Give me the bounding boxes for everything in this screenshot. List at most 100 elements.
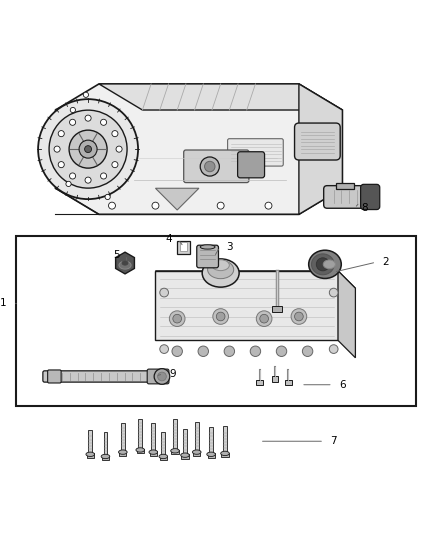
Bar: [285, 379, 292, 385]
Ellipse shape: [212, 260, 230, 271]
Circle shape: [69, 130, 107, 168]
Circle shape: [291, 309, 307, 324]
Circle shape: [213, 309, 229, 324]
Circle shape: [85, 115, 91, 121]
Ellipse shape: [309, 250, 341, 278]
Circle shape: [101, 119, 106, 125]
Bar: [272, 305, 283, 312]
Polygon shape: [56, 84, 343, 214]
Ellipse shape: [119, 261, 131, 269]
Bar: [209, 427, 213, 454]
Circle shape: [276, 346, 287, 357]
Circle shape: [101, 173, 106, 179]
FancyBboxPatch shape: [43, 371, 168, 382]
Bar: [16, 236, 416, 406]
Circle shape: [224, 346, 235, 357]
FancyBboxPatch shape: [237, 152, 265, 178]
Circle shape: [85, 146, 92, 152]
Circle shape: [158, 372, 166, 381]
Bar: [193, 451, 200, 456]
Circle shape: [105, 195, 110, 199]
Circle shape: [198, 346, 208, 357]
Ellipse shape: [159, 454, 168, 458]
Ellipse shape: [86, 452, 95, 456]
Circle shape: [85, 177, 91, 183]
Text: 4: 4: [165, 234, 172, 244]
FancyBboxPatch shape: [147, 369, 169, 384]
Circle shape: [152, 202, 159, 209]
Text: 2: 2: [382, 257, 389, 267]
Circle shape: [329, 345, 338, 353]
Bar: [222, 453, 229, 457]
Ellipse shape: [323, 260, 336, 269]
Bar: [119, 451, 127, 456]
Circle shape: [256, 311, 272, 327]
Circle shape: [250, 346, 261, 357]
Circle shape: [172, 346, 182, 357]
Polygon shape: [336, 183, 354, 189]
FancyBboxPatch shape: [197, 245, 219, 268]
FancyBboxPatch shape: [294, 123, 340, 160]
Circle shape: [170, 311, 185, 327]
Bar: [150, 451, 157, 456]
Bar: [272, 376, 279, 382]
FancyBboxPatch shape: [228, 139, 283, 166]
Bar: [256, 379, 263, 385]
Circle shape: [154, 369, 170, 384]
Circle shape: [173, 314, 181, 323]
Text: 6: 6: [339, 379, 346, 390]
Circle shape: [205, 161, 215, 172]
Bar: [172, 450, 179, 454]
Circle shape: [70, 119, 76, 125]
Bar: [180, 242, 187, 251]
Bar: [102, 456, 109, 460]
Circle shape: [79, 140, 97, 158]
Ellipse shape: [171, 449, 179, 453]
Circle shape: [302, 346, 313, 357]
Circle shape: [58, 161, 64, 168]
Circle shape: [70, 108, 75, 112]
Text: 1: 1: [0, 298, 7, 309]
Bar: [121, 423, 125, 451]
Text: 9: 9: [170, 369, 176, 379]
Bar: [181, 454, 188, 458]
Text: 3: 3: [226, 242, 233, 252]
Circle shape: [66, 181, 71, 187]
Circle shape: [58, 131, 64, 136]
FancyBboxPatch shape: [324, 185, 367, 208]
Ellipse shape: [200, 245, 215, 249]
Ellipse shape: [149, 450, 158, 454]
Bar: [160, 456, 167, 460]
Ellipse shape: [122, 261, 128, 265]
Circle shape: [260, 314, 268, 323]
Circle shape: [38, 99, 138, 199]
Bar: [195, 422, 199, 451]
Bar: [88, 430, 92, 454]
Circle shape: [112, 161, 118, 168]
Circle shape: [116, 146, 122, 152]
Ellipse shape: [316, 258, 329, 271]
Bar: [173, 418, 177, 450]
Ellipse shape: [207, 452, 215, 456]
Bar: [138, 418, 142, 449]
Circle shape: [109, 202, 116, 209]
Ellipse shape: [192, 450, 201, 454]
Polygon shape: [299, 84, 343, 214]
Ellipse shape: [221, 451, 230, 456]
Text: 8: 8: [361, 203, 367, 213]
Polygon shape: [99, 84, 343, 110]
Polygon shape: [155, 188, 199, 210]
Bar: [208, 454, 215, 458]
Text: 7: 7: [330, 436, 337, 446]
Bar: [177, 241, 190, 254]
Bar: [183, 429, 187, 454]
Ellipse shape: [208, 261, 234, 279]
Circle shape: [83, 92, 88, 98]
Ellipse shape: [136, 448, 145, 452]
Bar: [137, 449, 144, 454]
Circle shape: [49, 110, 127, 188]
Circle shape: [216, 312, 225, 321]
Polygon shape: [155, 271, 355, 288]
Circle shape: [217, 202, 224, 209]
Circle shape: [294, 312, 303, 321]
